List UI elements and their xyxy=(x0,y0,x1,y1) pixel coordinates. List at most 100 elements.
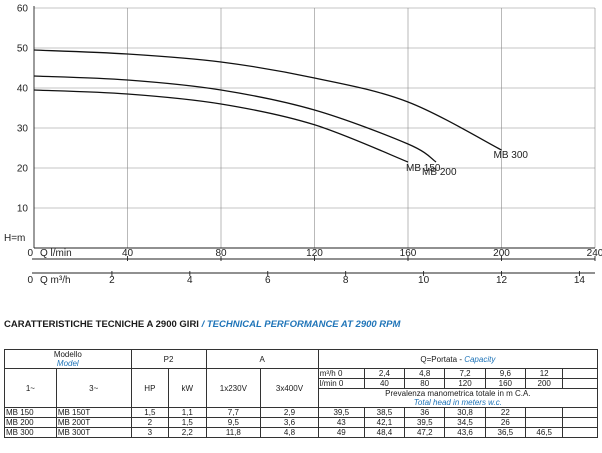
header-capacity: Q=Portata - Capacity xyxy=(317,349,599,369)
lmin-value: 160 xyxy=(484,378,526,389)
y-axis-label: H=m xyxy=(4,233,25,244)
secondary-axis-tick-label: 14 xyxy=(574,275,586,286)
table-cell xyxy=(562,427,598,438)
curve-mb-200 xyxy=(33,75,437,163)
secondary-axis-tick-label: 12 xyxy=(496,275,508,286)
curve-label-mb-150: MB 150 xyxy=(406,163,441,174)
m3h-value xyxy=(562,368,598,379)
table-cell: 7,7 xyxy=(205,407,262,418)
table-cell: 47,2 xyxy=(404,427,446,438)
table-cell: 36 xyxy=(404,407,446,418)
table-cell xyxy=(524,417,564,428)
lmin-value: 40 xyxy=(363,378,406,389)
lmin-value: 200 xyxy=(524,378,564,389)
header-p2: P2 xyxy=(130,349,207,369)
curve-label-mb-200: MB 200 xyxy=(422,167,457,178)
table-cell: MB 300T xyxy=(55,427,132,438)
table-cell: 9,5 xyxy=(205,417,262,428)
table-cell: 3,6 xyxy=(260,417,319,428)
secondary-axis-tick-label: 6 xyxy=(265,275,271,286)
m3h-value: 7,2 xyxy=(444,368,486,379)
header-tri: 3~ xyxy=(55,368,132,408)
table-cell: 43 xyxy=(317,417,365,428)
table-cell: 22 xyxy=(484,407,526,418)
table-cell: 39,5 xyxy=(317,407,365,418)
table-cell: 34,5 xyxy=(444,417,486,428)
chart-curves xyxy=(33,49,502,163)
table-cell: 3 xyxy=(130,427,170,438)
head-caption: Prevalenza manometrica totale in m C.A. T… xyxy=(317,388,599,408)
table-cell: 46,5 xyxy=(524,427,564,438)
primary-axis-tick-label: 160 xyxy=(400,248,417,259)
chart-axes xyxy=(32,6,596,276)
curve-mb-150 xyxy=(33,89,409,163)
table-cell: MB 150T xyxy=(55,407,132,418)
table-cell: 43,6 xyxy=(444,427,486,438)
secondary-axis-tick-label: 2 xyxy=(109,275,115,286)
table-cell: 11,8 xyxy=(205,427,262,438)
primary-axis-tick-label: 120 xyxy=(306,248,323,259)
table-cell: 36,5 xyxy=(484,427,526,438)
y-tick-label: 60 xyxy=(17,4,29,15)
table-cell: 48,4 xyxy=(363,427,406,438)
lmin-value: 120 xyxy=(444,378,486,389)
header-3x400v: 3x400V xyxy=(260,368,319,408)
header-mono: 1~ xyxy=(4,368,57,408)
primary-axis-zero: 0 xyxy=(27,248,33,259)
curve-mb-300 xyxy=(33,49,502,151)
primary-axis-tick-label: 80 xyxy=(215,248,227,259)
lmin-value: 80 xyxy=(404,378,446,389)
table-cell xyxy=(562,417,598,428)
m3h-value: 4,8 xyxy=(404,368,446,379)
secondary-axis-zero: 0 xyxy=(27,275,33,286)
secondary-axis-tick-label: 8 xyxy=(343,275,349,286)
heading-separator: / xyxy=(198,319,207,330)
m3h-value: 12 xyxy=(524,368,564,379)
y-tick-label: 40 xyxy=(17,84,29,95)
table-cell: 2,2 xyxy=(168,427,207,438)
y-tick-label: 20 xyxy=(17,164,29,175)
primary-axis-tick-label: 40 xyxy=(122,248,134,259)
table-cell xyxy=(524,407,564,418)
header-kw: kW xyxy=(168,368,207,408)
header-a: A xyxy=(205,349,319,369)
table-cell xyxy=(562,407,598,418)
performance-heading: CARATTERISTICHE TECNICHE A 2900 GIRI / T… xyxy=(4,319,400,330)
primary-axis-tick-label: 200 xyxy=(493,248,510,259)
table-cell: 38,5 xyxy=(363,407,406,418)
table-cell: 42,1 xyxy=(363,417,406,428)
header-model: Modello Model xyxy=(4,349,132,369)
m3h-value: 2,4 xyxy=(363,368,406,379)
secondary-axis-tick-label: 4 xyxy=(187,275,193,286)
m3h-label: m³/h 0 xyxy=(317,368,365,379)
performance-table: Modello Model P2 A Q=Portata - Capacity 1… xyxy=(4,349,599,438)
table-row: MB 150 MB 150T 1,5 1,1 7,7 2,9 39,5 38,5 36 3… xyxy=(4,407,598,418)
table-row: MB 300 MB 300T 3 2,2 11,8 4,8 49 48,4 47,2 43… xyxy=(4,427,598,438)
y-tick-label: 30 xyxy=(17,124,29,135)
table-cell: MB 200T xyxy=(55,417,132,428)
table-cell: 2,9 xyxy=(260,407,319,418)
table-cell: 49 xyxy=(317,427,365,438)
header-hp: HP xyxy=(130,368,170,408)
table-row: MB 200 MB 200T 2 1,5 9,5 3,6 43 42,1 39,5 34,… xyxy=(4,417,598,428)
header-1x230v: 1x230V xyxy=(205,368,262,408)
table-cell: 39,5 xyxy=(404,417,446,428)
table-cell: 30,8 xyxy=(444,407,486,418)
heading-italian: CARATTERISTICHE TECNICHE A 2900 GIRI xyxy=(4,319,199,330)
table-cell: 26 xyxy=(484,417,526,428)
y-tick-label: 50 xyxy=(17,44,29,55)
table-cell: 1,5 xyxy=(168,417,207,428)
secondary-axis-label: Q m³/h xyxy=(40,275,71,286)
lmin-label: l/min 0 xyxy=(317,378,365,389)
table-cell: 2 xyxy=(130,417,170,428)
table-cell: 4,8 xyxy=(260,427,319,438)
y-tick-label: 10 xyxy=(17,204,29,215)
table-cell: MB 300 xyxy=(4,427,57,438)
chart-grid xyxy=(34,7,596,249)
primary-axis-tick-label: 240 xyxy=(587,248,602,259)
table-cell: 1,1 xyxy=(168,407,207,418)
primary-axis-label: Q l/min xyxy=(40,248,72,259)
table-cell: MB 200 xyxy=(4,417,57,428)
